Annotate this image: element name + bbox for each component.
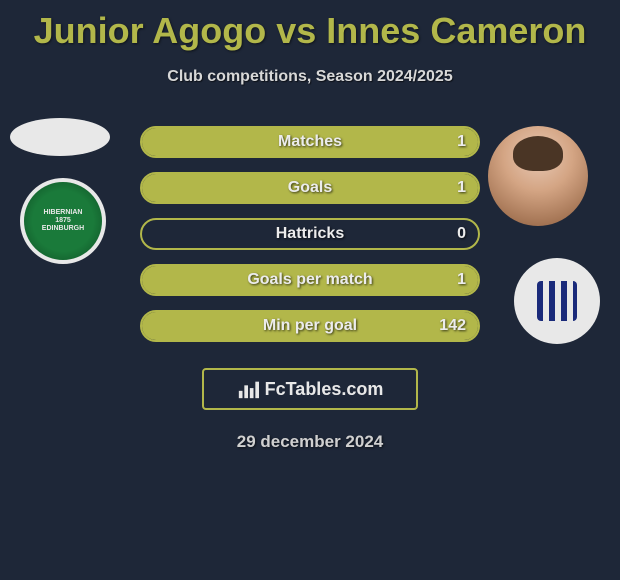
stat-right-value: 1 (457, 271, 466, 289)
stat-row: Min per goal 142 (140, 310, 480, 342)
date-label: 29 december 2024 (0, 432, 620, 452)
stat-right-value: 1 (457, 133, 466, 151)
stat-right-value: 142 (439, 317, 466, 335)
site-label: FcTables.com (265, 379, 384, 400)
page-title: Junior Agogo vs Innes Cameron (0, 0, 620, 52)
left-club-label: HIBERNIAN1875EDINBURGH (42, 209, 84, 232)
stat-row: Goals per match 1 (140, 264, 480, 296)
stat-label: Matches (278, 133, 342, 151)
right-club-crest (514, 258, 600, 344)
right-player-photo (488, 126, 588, 226)
bar-chart-icon (237, 378, 259, 400)
stat-label: Goals (288, 179, 332, 197)
stat-label: Goals per match (247, 271, 372, 289)
stat-label: Min per goal (263, 317, 357, 335)
left-player-photo (10, 118, 110, 156)
right-club-stripes (537, 281, 577, 321)
stat-row: Hattricks 0 (140, 218, 480, 250)
stat-right-value: 1 (457, 179, 466, 197)
left-club-crest: HIBERNIAN1875EDINBURGH (20, 178, 106, 264)
stat-row: Matches 1 (140, 126, 480, 158)
stat-right-value: 0 (457, 225, 466, 243)
site-badge[interactable]: FcTables.com (202, 368, 418, 410)
stat-label: Hattricks (276, 225, 344, 243)
stat-row: Goals 1 (140, 172, 480, 204)
subtitle: Club competitions, Season 2024/2025 (0, 68, 620, 86)
